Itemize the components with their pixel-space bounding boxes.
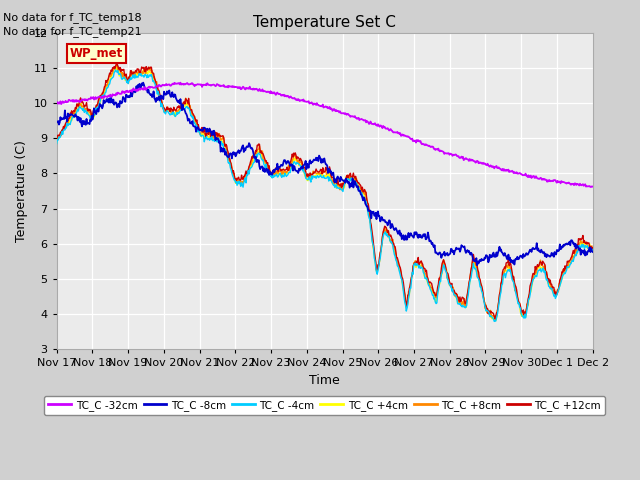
TC_C +8cm	[113, 62, 120, 68]
TC_C +12cm	[589, 245, 596, 251]
Line: TC_C -8cm: TC_C -8cm	[57, 83, 593, 265]
TC_C +4cm	[492, 318, 500, 324]
Title: Temperature Set C: Temperature Set C	[253, 15, 396, 30]
Line: TC_C +12cm: TC_C +12cm	[57, 63, 593, 319]
TC_C +12cm	[201, 129, 209, 135]
TC_C -8cm	[118, 100, 125, 106]
TC_C -8cm	[173, 97, 180, 103]
TC_C -4cm	[390, 252, 398, 257]
TC_C -8cm	[140, 80, 147, 85]
TC_C -4cm	[63, 125, 70, 131]
TC_C +4cm	[390, 249, 398, 254]
TC_C -32cm	[589, 184, 596, 190]
TC_C -8cm	[63, 114, 70, 120]
TC_C -32cm	[172, 81, 180, 86]
TC_C +4cm	[173, 111, 180, 117]
TC_C +8cm	[201, 132, 209, 137]
TC_C +4cm	[63, 124, 70, 130]
TC_C -8cm	[390, 227, 398, 233]
TC_C +4cm	[589, 248, 596, 254]
TC_C -4cm	[201, 135, 209, 141]
TC_C +4cm	[53, 139, 61, 145]
TC_C +4cm	[201, 134, 209, 140]
TC_C -4cm	[112, 67, 120, 73]
TC_C -32cm	[390, 129, 398, 135]
TC_C +12cm	[491, 316, 499, 322]
TC_C +12cm	[118, 68, 126, 73]
TC_C -32cm	[587, 184, 595, 190]
Text: No data for f_TC_temp18: No data for f_TC_temp18	[3, 12, 142, 23]
TC_C +4cm	[112, 63, 120, 69]
TC_C -4cm	[118, 76, 126, 82]
TC_C +12cm	[113, 60, 121, 66]
TC_C +12cm	[63, 119, 70, 125]
Y-axis label: Temperature (C): Temperature (C)	[15, 140, 28, 242]
TC_C -8cm	[53, 119, 61, 125]
TC_C +8cm	[492, 317, 500, 323]
Line: TC_C -32cm: TC_C -32cm	[57, 83, 593, 187]
TC_C -8cm	[589, 249, 596, 255]
TC_C +12cm	[53, 136, 61, 142]
TC_C -4cm	[406, 286, 414, 291]
Line: TC_C +8cm: TC_C +8cm	[57, 65, 593, 320]
TC_C -4cm	[490, 319, 498, 324]
TC_C -4cm	[589, 247, 596, 252]
TC_C -32cm	[53, 101, 61, 107]
TC_C -32cm	[118, 91, 125, 96]
Line: TC_C -4cm: TC_C -4cm	[57, 70, 593, 322]
TC_C +8cm	[173, 108, 180, 114]
TC_C +8cm	[406, 285, 414, 290]
TC_C -32cm	[201, 82, 209, 88]
Text: No data for f_TC_temp21: No data for f_TC_temp21	[3, 26, 142, 37]
TC_C -4cm	[173, 110, 180, 116]
TC_C +12cm	[406, 283, 414, 289]
TC_C +12cm	[173, 106, 180, 112]
TC_C +12cm	[390, 244, 398, 250]
Legend: TC_C -32cm, TC_C -8cm, TC_C -4cm, TC_C +4cm, TC_C +8cm, TC_C +12cm: TC_C -32cm, TC_C -8cm, TC_C -4cm, TC_C +…	[44, 396, 605, 415]
TC_C -32cm	[63, 99, 70, 105]
TC_C +4cm	[118, 74, 126, 80]
TC_C +8cm	[63, 123, 70, 129]
TC_C +8cm	[390, 245, 398, 251]
TC_C -8cm	[406, 232, 414, 238]
TC_C -8cm	[201, 125, 209, 131]
TC_C +8cm	[118, 70, 126, 75]
TC_C +8cm	[589, 247, 596, 252]
Line: TC_C +4cm: TC_C +4cm	[57, 66, 593, 321]
TC_C +8cm	[53, 134, 61, 140]
TC_C -32cm	[177, 80, 184, 85]
TC_C -32cm	[406, 135, 414, 141]
TC_C +4cm	[406, 284, 414, 289]
Text: WP_met: WP_met	[70, 47, 124, 60]
X-axis label: Time: Time	[309, 374, 340, 387]
TC_C -8cm	[473, 262, 481, 268]
TC_C -4cm	[53, 141, 61, 146]
